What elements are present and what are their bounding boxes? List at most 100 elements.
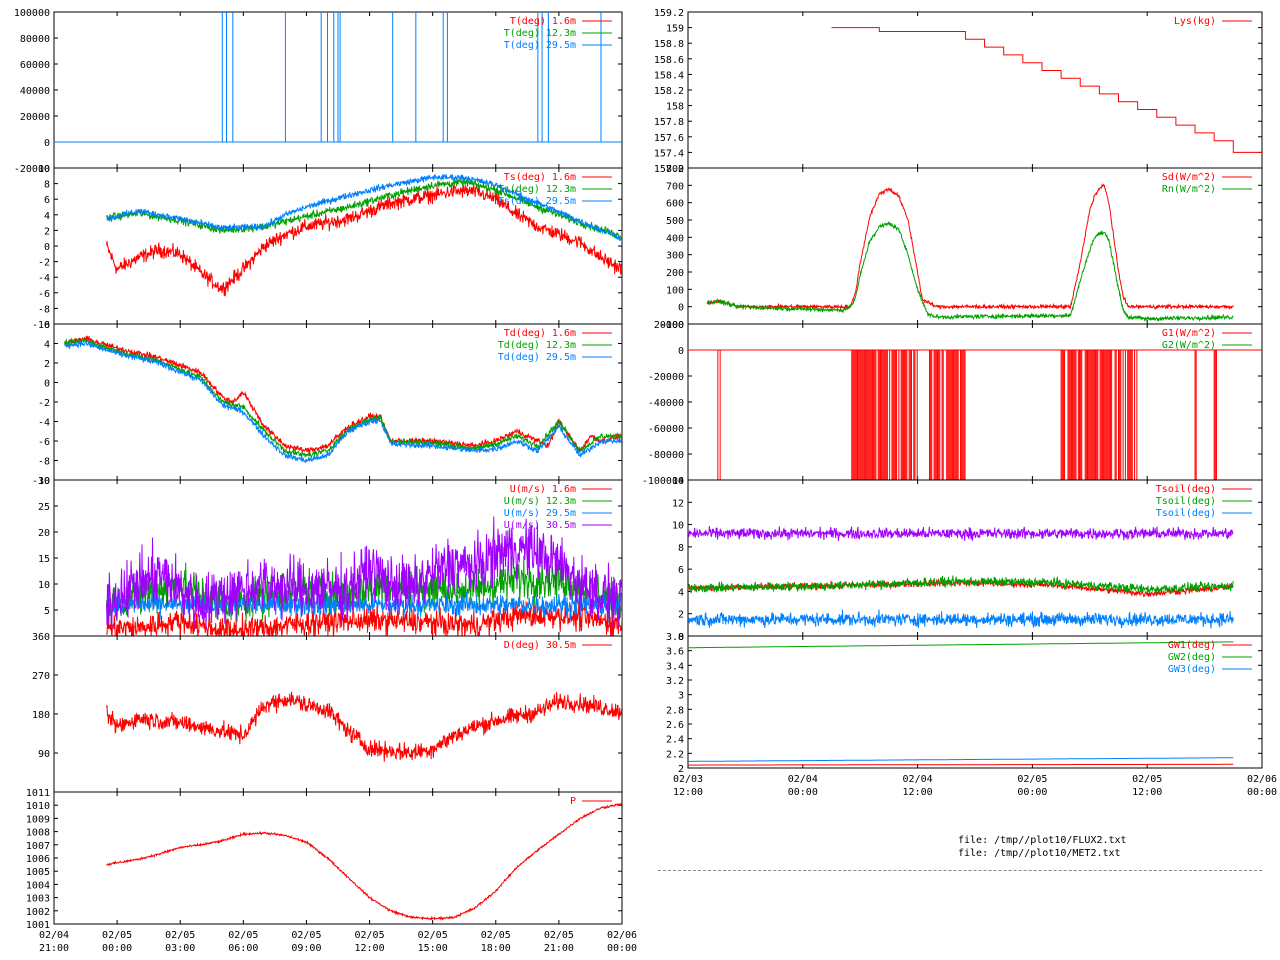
x-tick-label-date: 02/05 — [228, 930, 258, 941]
legend-label: Sd(W/m^2) — [1162, 172, 1216, 183]
y-tick-label: 180 — [32, 710, 50, 721]
y-tick-label: 4 — [44, 211, 50, 222]
y-tick-label: 8 — [678, 543, 684, 554]
legend-label: Tsoil(deg) — [1156, 496, 1216, 507]
x-tick-label-date: 02/04 — [903, 774, 933, 785]
y-tick-label: 270 — [32, 671, 50, 682]
y-tick-label: 158.6 — [654, 55, 684, 66]
y-tick-label: 360 — [32, 632, 50, 643]
legend-label: U(m/s) 1.6m — [510, 484, 576, 495]
y-tick-label: -60000 — [648, 424, 684, 435]
x-tick-label-date: 02/06 — [607, 930, 637, 941]
y-tick-label: 1011 — [26, 788, 50, 799]
y-tick-label: 1009 — [26, 814, 50, 825]
y-tick-label: 2 — [44, 359, 50, 370]
y-tick-label: -2 — [38, 398, 50, 409]
y-tick-label: 1003 — [26, 894, 50, 905]
legend-label: Ts(deg) 1.6m — [504, 172, 576, 183]
series-line-0 — [688, 349, 1262, 480]
y-tick-label: 10 — [38, 580, 50, 591]
y-tick-label: -4 — [38, 418, 50, 429]
legend-label: U(m/s) 30.5m — [504, 520, 576, 531]
y-tick-label: 2.2 — [666, 749, 684, 760]
x-tick-label-date: 02/05 — [481, 930, 511, 941]
y-tick-label: -10 — [32, 320, 50, 331]
y-tick-label: 3.6 — [666, 647, 684, 658]
x-tick-label-date: 02/03 — [673, 774, 703, 785]
chart-panel-6: 159.2 159 158.8 158.6 158.4 158.2 158 157.8 157.… — [654, 8, 1263, 175]
y-tick-label: 2 — [678, 610, 684, 621]
x-tick-label-date: 02/05 — [102, 930, 132, 941]
y-tick-label: 14 — [672, 476, 684, 487]
y-tick-label: 2.4 — [666, 735, 684, 746]
series-line-3 — [106, 516, 622, 635]
x-tick-label-time: 06:00 — [228, 943, 258, 954]
y-tick-label: 1006 — [26, 854, 50, 865]
file-list: file: /tmp//plot10/FLUX2.txt file: /tmp/… — [958, 834, 1258, 860]
y-tick-label: 100 — [666, 285, 684, 296]
series-line-3 — [688, 526, 1234, 542]
x-tick-label-time: 12:00 — [903, 787, 933, 798]
y-tick-label: 3.4 — [666, 661, 684, 672]
y-tick-label: -6 — [38, 289, 50, 300]
series-line-0 — [106, 801, 622, 921]
legend-label: Ts(deg) 29.5m — [498, 196, 576, 207]
panel-frame — [687, 635, 1263, 769]
x-tick-label-time: 12:00 — [673, 787, 703, 798]
y-tick-label: 1008 — [26, 828, 50, 839]
y-tick-label: 400 — [666, 233, 684, 244]
legend-label: T(deg) 1.6m — [510, 16, 576, 27]
y-tick-label: 200 — [666, 268, 684, 279]
y-tick-label: 0 — [678, 346, 684, 357]
y-tick-label: 4 — [44, 340, 50, 351]
legend-label: Td(deg) 12.3m — [498, 340, 576, 351]
y-tick-label: -10 — [32, 476, 50, 487]
series-line-0 — [64, 335, 622, 456]
y-tick-label: 500 — [666, 216, 684, 227]
y-tick-label: 5 — [44, 606, 50, 617]
y-tick-label: 1007 — [26, 841, 50, 852]
x-tick-label-time: 12:00 — [355, 943, 385, 954]
y-tick-label: 8 — [44, 180, 50, 191]
x-tick-label-time: 21:00 — [39, 943, 69, 954]
y-tick-label: 10 — [38, 164, 50, 175]
y-tick-label: -20000 — [14, 164, 50, 175]
y-tick-label: 157.2 — [654, 164, 684, 175]
x-tick-label-date: 02/05 — [1017, 774, 1047, 785]
legend-label: U(m/s) 29.5m — [504, 508, 576, 519]
legend-label: T(deg) 12.3m — [504, 28, 576, 39]
y-tick-label: -8 — [38, 304, 50, 315]
y-tick-label: 157.8 — [654, 117, 684, 128]
x-tick-label-time: 12:00 — [1132, 787, 1162, 798]
chart-panel-10: 3.8 3.6 3.4 3.2 3 2.8 2.6 2.4 2.2 2 GW1(deg)GW2(de… — [666, 632, 1263, 775]
legend-label: Tsoil(deg) — [1156, 508, 1216, 519]
y-tick-label: 2 — [678, 764, 684, 775]
y-tick-label: 1002 — [26, 907, 50, 918]
x-tick-label-time: 00:00 — [1017, 787, 1047, 798]
y-tick-label: 6 — [678, 565, 684, 576]
y-tick-label: 158.2 — [654, 86, 684, 97]
legend-label: GW1(deg) — [1168, 640, 1216, 651]
series-line-0 — [106, 691, 622, 762]
series-line-2 — [688, 609, 1234, 629]
y-tick-label: 20 — [38, 528, 50, 539]
chart-panel-0: 100000 80000 60000 40000 20000 0 -20000 T(deg) … — [14, 8, 623, 175]
series-line-0 — [831, 27, 1262, 153]
x-tick-label-date: 02/06 — [1247, 774, 1277, 785]
legend-label: G2(W/m^2) — [1162, 340, 1216, 351]
y-tick-label: 700 — [666, 181, 684, 192]
legend-label: Lys(kg) — [1174, 16, 1216, 27]
y-tick-label: -4 — [38, 273, 50, 284]
x-tick-label-time: 09:00 — [291, 943, 321, 954]
y-tick-label: 0 — [44, 138, 50, 149]
y-tick-label: 300 — [666, 251, 684, 262]
y-tick-label: 20000 — [654, 320, 684, 331]
x-tick-label-time: 00:00 — [102, 943, 132, 954]
y-tick-label: -2 — [38, 258, 50, 269]
y-tick-label: -40000 — [648, 398, 684, 409]
y-tick-label: 60000 — [20, 60, 50, 71]
x-tick-label-time: 00:00 — [1247, 787, 1277, 798]
